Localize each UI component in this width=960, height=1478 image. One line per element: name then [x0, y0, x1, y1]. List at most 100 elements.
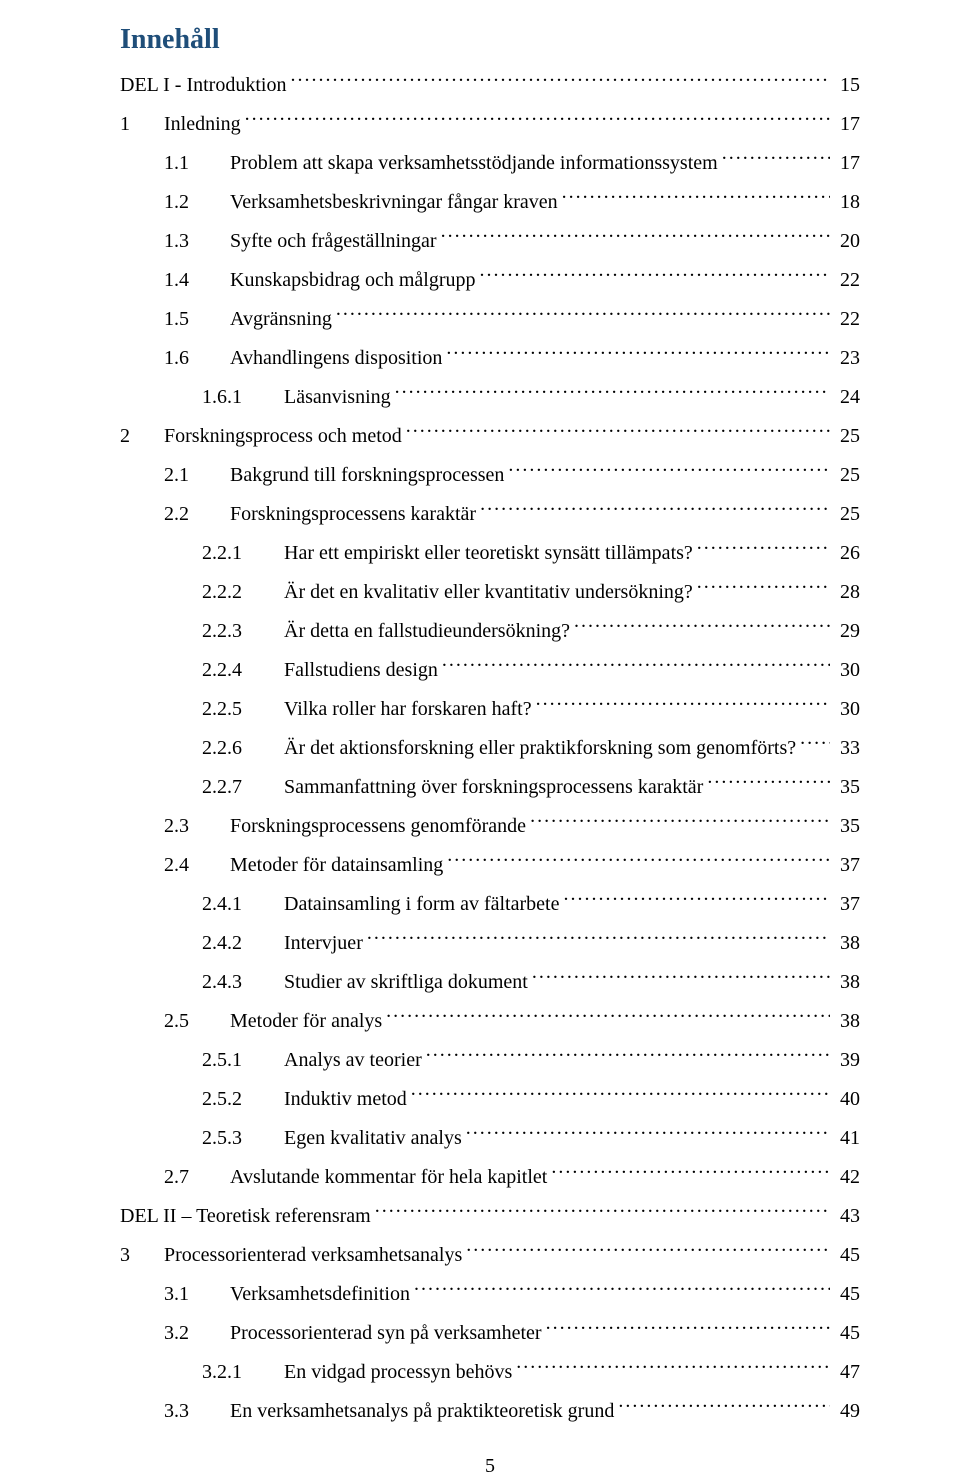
toc-entry: 2Forskningsprocess och metod 25: [120, 421, 860, 452]
toc-leader-dots: [290, 71, 830, 91]
toc-entry-page: 17: [834, 109, 860, 140]
toc-entry-label: Egen kvalitativ analys: [284, 1123, 462, 1154]
toc-entry-page: 25: [834, 421, 860, 452]
toc-entry-number: 2.2.6: [202, 733, 284, 764]
toc-entry-number: 3: [120, 1240, 164, 1271]
toc-leader-dots: [414, 1280, 830, 1300]
toc-entry-number: 2.2.4: [202, 655, 284, 686]
toc-entry-page: 17: [834, 148, 860, 179]
toc-entry-label: Läsanvisning: [284, 382, 391, 413]
toc-entry-number: 2.4.2: [202, 928, 284, 959]
toc-leader-dots: [563, 890, 830, 910]
toc-leader-dots: [516, 1358, 830, 1378]
toc-entry: 2.4Metoder för datainsamling37: [120, 850, 860, 881]
toc-leader-dots: [546, 1319, 830, 1339]
toc-entry-label: Analys av teorier: [284, 1045, 422, 1076]
toc-entry-label: Är det en kvalitativ eller kvantitativ u…: [284, 577, 693, 608]
toc-entry-number: 2.2.1: [202, 538, 284, 569]
toc-entry: 2.7Avslutande kommentar för hela kapitle…: [120, 1162, 860, 1193]
toc-entry: 1.2Verksamhetsbeskrivningar fångar krave…: [120, 187, 860, 218]
toc-entry-page: 41: [834, 1123, 860, 1154]
toc-title: Innehåll: [120, 24, 860, 56]
toc-entry: 2.5.1Analys av teorier39: [120, 1045, 860, 1076]
toc-entry: 2.1Bakgrund till forskningsprocessen25: [120, 460, 860, 491]
toc-leader-dots: [551, 1163, 830, 1183]
toc-entry-label: Processorienterad verksamhetsanalys: [164, 1240, 462, 1271]
page-number: 5: [120, 1455, 860, 1478]
toc-entry-page: 15: [834, 70, 860, 101]
toc-entry-page: 42: [834, 1162, 860, 1193]
toc-entry-page: 37: [834, 850, 860, 881]
toc-entry-page: 38: [834, 1006, 860, 1037]
toc-entry-label: Är det aktionsforskning eller praktikfor…: [284, 733, 796, 764]
toc-entry-label: Avhandlingens disposition: [230, 343, 442, 374]
toc-entry-page: 22: [834, 265, 860, 296]
toc-entry-page: 22: [834, 304, 860, 335]
toc-entry-page: 47: [834, 1357, 860, 1388]
toc-entry-number: 3.3: [164, 1396, 230, 1427]
toc-entry-page: 45: [834, 1240, 860, 1271]
toc-entry-number: 2.5: [164, 1006, 230, 1037]
toc-entry-number: 2.5.3: [202, 1123, 284, 1154]
toc-entry: 2.4.3Studier av skriftliga dokument38: [120, 967, 860, 998]
toc-leader-dots: [480, 500, 830, 520]
toc-entry-label: Avslutande kommentar för hela kapitlet: [230, 1162, 547, 1193]
toc-entry: 2.4.2Intervjuer38: [120, 928, 860, 959]
toc-entry-number: 1.4: [164, 265, 230, 296]
toc-entry-number: 2.2.2: [202, 577, 284, 608]
toc-leader-dots: [367, 929, 830, 949]
toc-entry-page: 43: [834, 1201, 860, 1232]
toc-entry-number: 2.4.1: [202, 889, 284, 920]
toc-leader-dots: [466, 1241, 830, 1261]
toc-entry-number: 2: [120, 421, 164, 452]
toc-entry-label: Verksamhetsdefinition: [230, 1279, 410, 1310]
toc-container: DEL I - Introduktion151Inledning171.1Pro…: [120, 70, 860, 1427]
toc-entry-number: 1: [120, 109, 164, 140]
toc-entry: 3Processorienterad verksamhetsanalys 45: [120, 1240, 860, 1271]
toc-entry-page: 25: [834, 499, 860, 530]
toc-entry: 2.5.3Egen kvalitativ analys 41: [120, 1123, 860, 1154]
toc-leader-dots: [406, 422, 830, 442]
toc-entry: 3.3En verksamhetsanalys på praktikteoret…: [120, 1396, 860, 1427]
toc-entry: 2.2Forskningsprocessens karaktär25: [120, 499, 860, 530]
toc-entry-page: 26: [834, 538, 860, 569]
toc-entry-number: 2.3: [164, 811, 230, 842]
toc-entry-number: 3.2.1: [202, 1357, 284, 1388]
toc-leader-dots: [426, 1046, 830, 1066]
toc-entry-label: En verksamhetsanalys på praktikteoretisk…: [230, 1396, 614, 1427]
toc-entry-label: Sammanfattning över forskningsprocessens…: [284, 772, 703, 803]
toc-entry-label: Forskningsprocess och metod: [164, 421, 402, 452]
toc-entry-label: Är detta en fallstudieundersökning?: [284, 616, 570, 647]
toc-entry-number: 2.2: [164, 499, 230, 530]
toc-entry-label: Datainsamling i form av fältarbete: [284, 889, 559, 920]
toc-leader-dots: [722, 149, 830, 169]
toc-entry-page: 35: [834, 811, 860, 842]
toc-entry-label: Avgränsning: [230, 304, 332, 335]
toc-leader-dots: [697, 539, 830, 559]
toc-entry: 1.4Kunskapsbidrag och målgrupp22: [120, 265, 860, 296]
toc-leader-dots: [447, 851, 830, 871]
toc-entry-label: Syfte och frågeställningar: [230, 226, 437, 257]
toc-entry: 1.5Avgränsning 22: [120, 304, 860, 335]
toc-leader-dots: [466, 1124, 830, 1144]
toc-leader-dots: [442, 656, 830, 676]
toc-entry: 3.2Processorienterad syn på verksamheter…: [120, 1318, 860, 1349]
toc-entry: 1.1Problem att skapa verksamhetsstödjand…: [120, 148, 860, 179]
toc-entry: 2.2.1Har ett empiriskt eller teoretiskt …: [120, 538, 860, 569]
toc-entry-number: 2.5.1: [202, 1045, 284, 1076]
toc-entry-number: 1.5: [164, 304, 230, 335]
toc-entry-number: 1.6: [164, 343, 230, 374]
toc-entry: 2.5Metoder för analys38: [120, 1006, 860, 1037]
toc-entry-label: Studier av skriftliga dokument: [284, 967, 528, 998]
toc-entry-label: Forskningsprocessens genomförande: [230, 811, 526, 842]
toc-entry: DEL II – Teoretisk referensram43: [120, 1201, 860, 1232]
toc-entry-number: 3.2: [164, 1318, 230, 1349]
toc-entry-page: 24: [834, 382, 860, 413]
toc-entry-label: Intervjuer: [284, 928, 363, 959]
toc-entry-number: 1.1: [164, 148, 230, 179]
toc-entry: 2.2.3Är detta en fallstudieundersökning?…: [120, 616, 860, 647]
toc-entry-page: 45: [834, 1279, 860, 1310]
toc-entry-page: 37: [834, 889, 860, 920]
toc-entry: 2.2.7Sammanfattning över forskningsproce…: [120, 772, 860, 803]
toc-entry-page: 29: [834, 616, 860, 647]
